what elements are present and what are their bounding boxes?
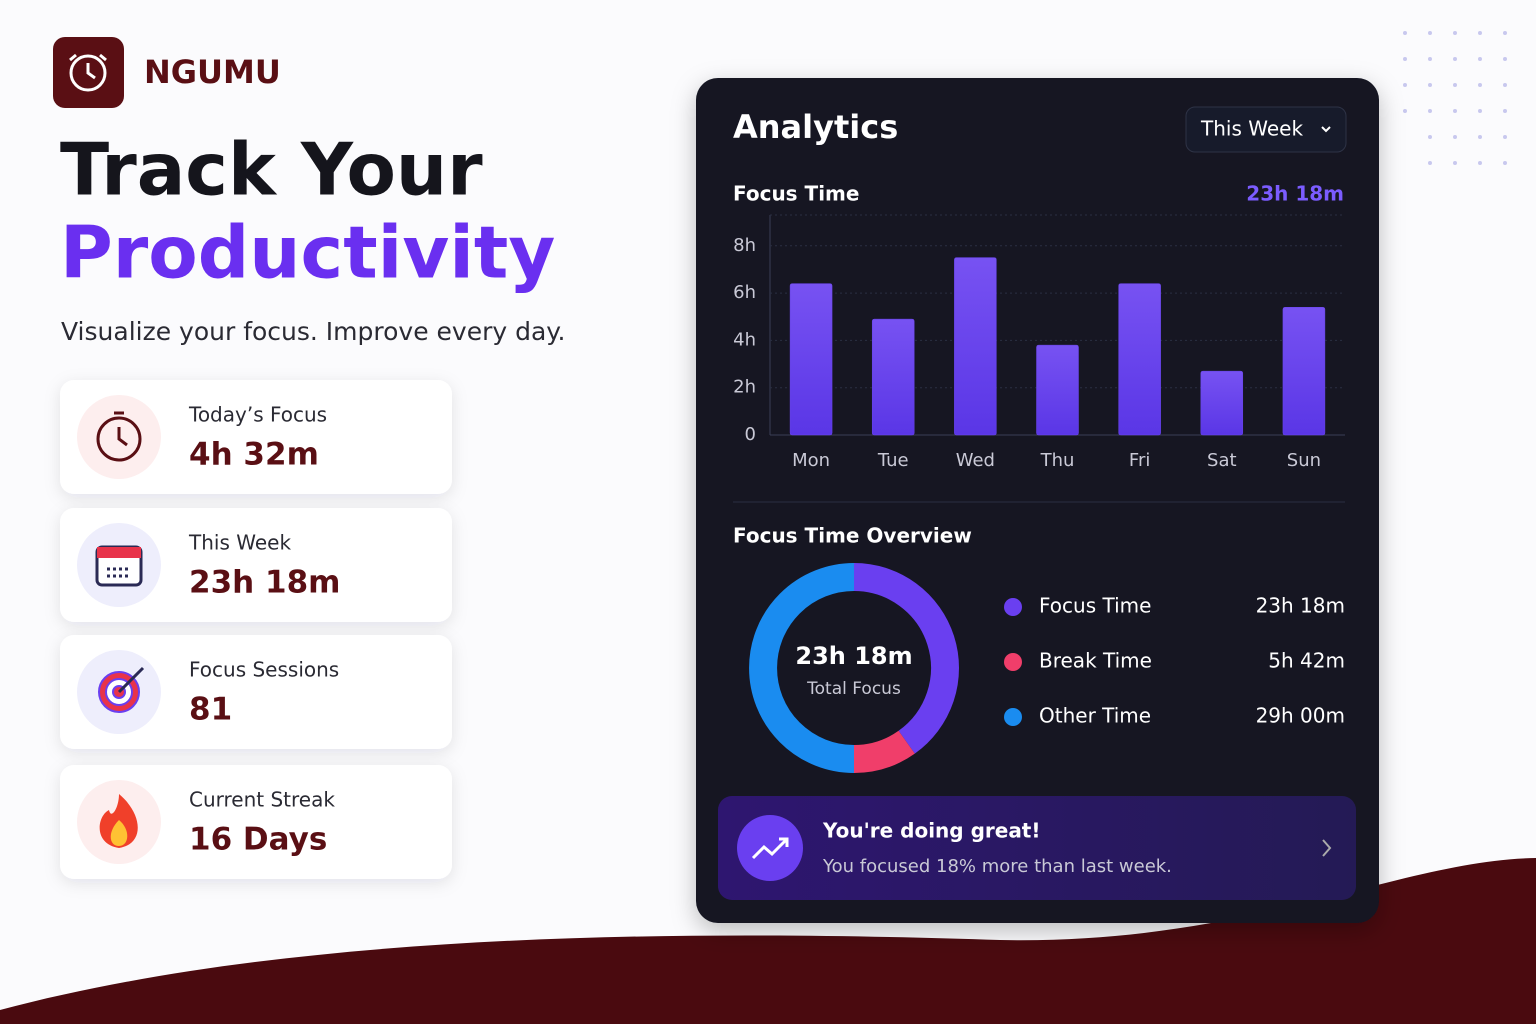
x-tick-label: Fri: [1129, 450, 1150, 471]
stat-icon: [117, 666, 145, 694]
stat-icon: [97, 547, 141, 558]
period-select[interactable]: [1185, 106, 1347, 153]
chevron: [1321, 126, 1331, 133]
stat-label: This Week: [188, 531, 291, 555]
y-tick-label: 6h: [733, 282, 756, 303]
x-tick-label: Thu: [1040, 450, 1075, 471]
panel-title: Analytics: [733, 108, 898, 146]
x-tick-label: Mon: [792, 450, 830, 471]
trend-icon: [737, 815, 803, 881]
bar: [789, 283, 833, 436]
stat-label: Today’s Focus: [188, 403, 327, 427]
y-tick-label: 4h: [733, 329, 756, 350]
bar: [1200, 370, 1244, 436]
legend-label: Other Time: [1039, 704, 1151, 728]
y-tick-label: 2h: [733, 377, 756, 398]
donut-segment: [853, 730, 915, 773]
stat-card: [60, 380, 452, 494]
stat-card: [60, 765, 452, 879]
bar: [1036, 344, 1079, 436]
stat-label: Focus Sessions: [189, 658, 339, 682]
legend-dot: [1004, 708, 1022, 726]
x-tick-label: Sun: [1287, 450, 1321, 471]
trend-arrow: [751, 837, 789, 860]
stat-value: 81: [189, 692, 232, 728]
bar: [1282, 307, 1326, 436]
bar: [1118, 283, 1161, 436]
period-select-label: This Week: [1200, 117, 1303, 141]
banner-chevron: [1322, 839, 1332, 857]
background-wave: [0, 858, 1536, 1024]
dot-pattern: [1403, 31, 1507, 165]
banner-title: You're doing great!: [822, 819, 1041, 843]
legend-dot: [1004, 653, 1022, 671]
logo-icon: [69, 53, 107, 92]
donut-segment: [853, 563, 959, 754]
legend-value: 29h 00m: [1256, 704, 1345, 728]
stat-icon: [114, 411, 128, 447]
headline: Track Your: [60, 128, 483, 212]
stat-card: [60, 635, 452, 749]
brand: NGUMU: [144, 53, 281, 91]
stat-icon: [107, 567, 131, 578]
donut-center-value: 23h 18m: [795, 642, 912, 670]
x-tick-label: Wed: [956, 450, 995, 471]
legend-value: 5h 42m: [1268, 649, 1345, 673]
stat-value: 4h 32m: [189, 437, 319, 473]
bar-chart-title: Focus Time: [733, 182, 859, 206]
legend-value: 23h 18m: [1256, 594, 1345, 618]
legend-dot: [1004, 598, 1022, 616]
legend-label: Focus Time: [1039, 594, 1151, 618]
headline-accent: Productivity: [60, 211, 555, 295]
subtitle: Visualize your focus. Improve every day.: [61, 317, 565, 346]
legend-label: Break Time: [1039, 649, 1152, 673]
stat-icon: [110, 820, 128, 846]
stat-label: Current Streak: [189, 788, 335, 812]
donut-segment: [749, 563, 855, 773]
bar: [871, 318, 915, 436]
stat-value: 16 Days: [189, 822, 327, 858]
x-tick-label: Sat: [1207, 450, 1237, 471]
insight-banner[interactable]: [718, 796, 1356, 900]
analytics-panel: [696, 78, 1379, 923]
donut-title: Focus Time Overview: [733, 524, 972, 548]
stat-card: [60, 508, 452, 622]
y-tick-label: 8h: [733, 235, 756, 256]
stat-icon: [96, 416, 142, 462]
banner-text: You focused 18% more than last week.: [822, 856, 1172, 877]
x-tick-label: Tue: [877, 450, 909, 471]
bar-chart-total: 23h 18m: [1246, 182, 1344, 206]
donut-center-label: Total Focus: [806, 679, 901, 699]
stat-value: 23h 18m: [189, 565, 340, 601]
y-tick-label: 0: [745, 424, 756, 445]
bar: [954, 257, 997, 436]
